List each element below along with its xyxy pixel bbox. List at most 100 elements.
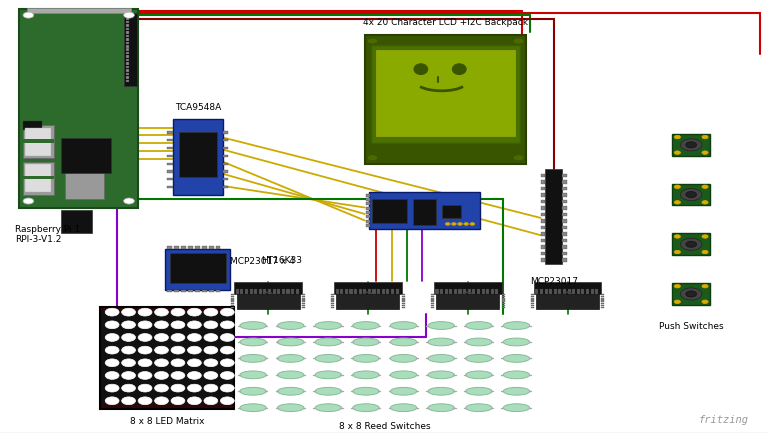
Bar bbox=[354, 289, 357, 294]
Bar bbox=[563, 289, 566, 294]
Bar bbox=[572, 289, 575, 294]
Bar bbox=[181, 290, 186, 292]
Bar bbox=[368, 289, 371, 294]
Circle shape bbox=[138, 372, 152, 379]
Bar bbox=[601, 298, 604, 300]
Bar bbox=[402, 296, 405, 297]
Text: HT16K33: HT16K33 bbox=[261, 256, 302, 265]
Circle shape bbox=[452, 223, 456, 225]
Circle shape bbox=[513, 38, 524, 44]
Ellipse shape bbox=[503, 338, 530, 346]
Bar bbox=[331, 294, 334, 295]
Circle shape bbox=[187, 359, 201, 367]
Circle shape bbox=[171, 333, 185, 341]
Bar bbox=[372, 289, 376, 294]
Bar bbox=[431, 307, 434, 308]
Circle shape bbox=[680, 288, 702, 300]
Bar bbox=[216, 290, 220, 292]
Bar bbox=[436, 294, 499, 309]
Bar bbox=[562, 193, 567, 197]
Ellipse shape bbox=[390, 322, 417, 330]
Ellipse shape bbox=[277, 355, 304, 362]
Circle shape bbox=[674, 136, 680, 139]
Circle shape bbox=[138, 346, 152, 354]
Ellipse shape bbox=[465, 404, 492, 412]
Circle shape bbox=[138, 359, 152, 367]
Bar bbox=[231, 307, 234, 308]
Bar bbox=[231, 303, 234, 304]
Ellipse shape bbox=[465, 355, 492, 362]
Bar bbox=[562, 252, 567, 255]
Circle shape bbox=[154, 359, 168, 367]
Bar bbox=[126, 73, 129, 75]
Ellipse shape bbox=[353, 338, 379, 346]
Bar bbox=[601, 303, 604, 304]
Bar bbox=[282, 289, 285, 294]
Bar bbox=[541, 232, 545, 236]
Ellipse shape bbox=[315, 322, 342, 330]
Text: Push Switches: Push Switches bbox=[659, 322, 723, 331]
Bar bbox=[541, 193, 545, 197]
Bar bbox=[126, 38, 129, 41]
Circle shape bbox=[105, 321, 119, 329]
Bar bbox=[259, 289, 262, 294]
Bar bbox=[231, 301, 234, 302]
Circle shape bbox=[187, 308, 201, 316]
Circle shape bbox=[204, 397, 218, 405]
Ellipse shape bbox=[503, 388, 530, 395]
Bar bbox=[454, 289, 457, 294]
Bar bbox=[562, 245, 567, 249]
Ellipse shape bbox=[240, 338, 266, 346]
Bar bbox=[231, 296, 234, 297]
Bar bbox=[302, 294, 305, 295]
Circle shape bbox=[154, 346, 168, 354]
Text: MCP23017: MCP23017 bbox=[530, 277, 578, 286]
Bar bbox=[541, 252, 545, 255]
Bar bbox=[562, 200, 567, 203]
Bar bbox=[126, 48, 129, 51]
Bar bbox=[402, 301, 405, 302]
Circle shape bbox=[680, 139, 702, 151]
Ellipse shape bbox=[353, 322, 379, 330]
Bar bbox=[366, 220, 370, 223]
Bar bbox=[541, 219, 545, 223]
Bar bbox=[126, 69, 129, 72]
Circle shape bbox=[204, 333, 218, 341]
Bar bbox=[491, 289, 494, 294]
Circle shape bbox=[124, 198, 134, 204]
Ellipse shape bbox=[465, 388, 492, 395]
Circle shape bbox=[171, 308, 185, 316]
Bar bbox=[402, 303, 405, 304]
Ellipse shape bbox=[277, 404, 304, 412]
Ellipse shape bbox=[428, 322, 455, 330]
Ellipse shape bbox=[465, 338, 492, 346]
Text: 8 x 8 LED Matrix: 8 x 8 LED Matrix bbox=[130, 417, 204, 426]
Bar bbox=[562, 239, 567, 242]
Bar bbox=[167, 178, 173, 180]
Bar bbox=[402, 305, 405, 306]
Circle shape bbox=[138, 308, 152, 316]
Bar bbox=[167, 155, 173, 157]
Bar bbox=[19, 9, 138, 207]
Bar bbox=[477, 289, 480, 294]
Circle shape bbox=[702, 151, 708, 154]
Circle shape bbox=[138, 333, 152, 341]
Circle shape bbox=[674, 200, 680, 204]
Ellipse shape bbox=[277, 322, 304, 330]
Bar bbox=[458, 289, 462, 294]
Circle shape bbox=[121, 321, 135, 329]
Bar bbox=[165, 249, 230, 290]
Bar bbox=[250, 289, 253, 294]
Bar bbox=[601, 301, 604, 302]
Circle shape bbox=[686, 142, 697, 148]
Bar bbox=[23, 126, 54, 158]
Bar bbox=[541, 174, 545, 177]
Ellipse shape bbox=[315, 404, 342, 412]
Bar bbox=[562, 219, 567, 223]
Circle shape bbox=[686, 191, 697, 197]
Bar bbox=[126, 24, 129, 27]
Bar bbox=[541, 206, 545, 210]
Bar bbox=[482, 289, 485, 294]
Bar bbox=[126, 35, 129, 37]
Circle shape bbox=[674, 300, 680, 304]
